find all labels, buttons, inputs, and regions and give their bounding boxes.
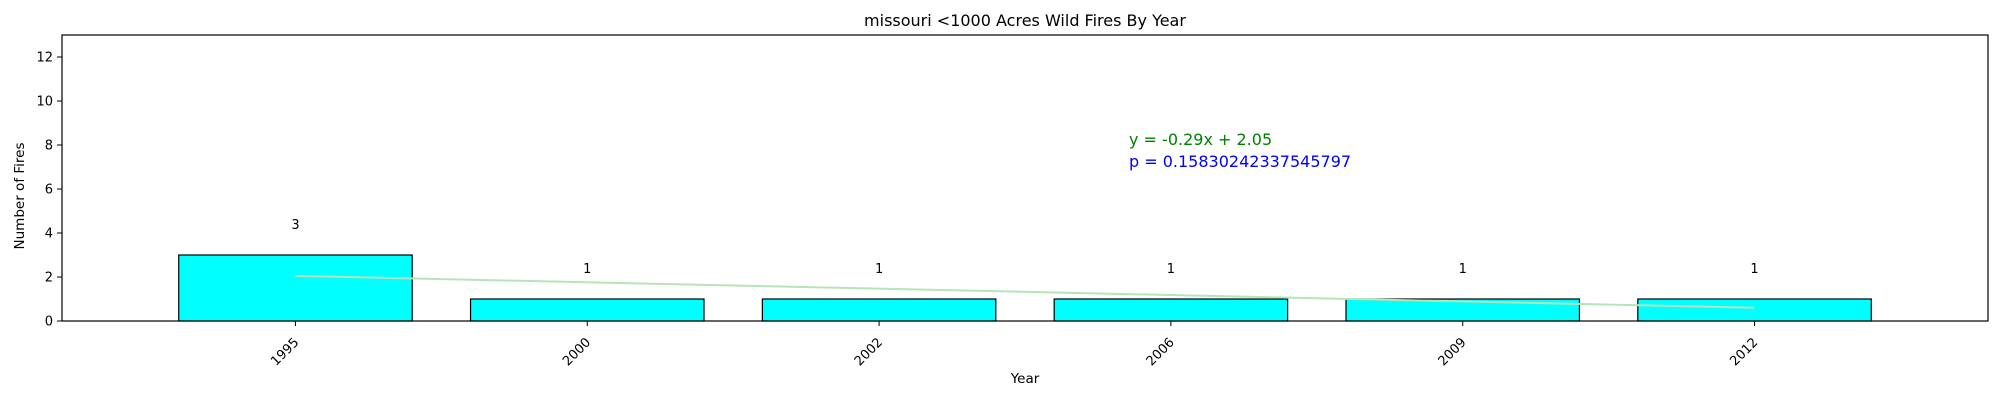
chart-title: missouri <1000 Acres Wild Fires By Year [864, 11, 1186, 30]
trendline [295, 274, 1755, 309]
x-tick-label-2006: 2006 [1144, 335, 1178, 369]
bar-1995 [178, 254, 413, 322]
y-tick-label-10: 10 [36, 95, 53, 110]
y-tick-label-4: 4 [45, 227, 53, 242]
bar-2012 [1637, 298, 1872, 322]
bar-2000 [469, 298, 705, 322]
y-axis-label: Number of Fires [12, 143, 28, 250]
data-label-2009: 1 [1459, 262, 1467, 277]
y-tick-label-12: 12 [36, 51, 53, 66]
x-tick-label-2002: 2002 [852, 335, 886, 369]
x-tick-label-2012: 2012 [1727, 335, 1761, 369]
y-tick-label-2: 2 [45, 271, 53, 286]
y-ticks-layer: 0 2 4 6 8 10 12 [36, 51, 62, 330]
x-ticks-layer: 1995 2000 2002 2006 2009 2012 [268, 321, 1761, 369]
y-tick-label-0: 0 [45, 315, 53, 330]
data-label-2012: 1 [1750, 262, 1758, 277]
trend-equation: y = -0.29x + 2.05 [1129, 130, 1272, 149]
data-labels-layer: 3 1 1 1 1 1 [291, 218, 1758, 277]
data-label-2006: 1 [1167, 262, 1175, 277]
x-tick-label-2009: 2009 [1436, 335, 1470, 369]
x-tick-label-2000: 2000 [560, 335, 594, 369]
plot-frame [61, 34, 1989, 322]
x-tick-label-1995: 1995 [268, 335, 302, 369]
trendline-layer [295, 274, 1755, 309]
bar-2002 [761, 298, 997, 322]
data-label-2000: 1 [583, 262, 591, 277]
y-tick-label-8: 8 [45, 139, 53, 154]
p-value: p = 0.15830242337545797 [1129, 152, 1351, 171]
y-tick-label-6: 6 [45, 183, 53, 198]
bars-layer [178, 254, 1872, 322]
x-axis-label: Year [1010, 371, 1040, 387]
data-label-2002: 1 [875, 262, 883, 277]
data-label-1995: 3 [291, 218, 299, 233]
bar-2006 [1053, 298, 1289, 322]
